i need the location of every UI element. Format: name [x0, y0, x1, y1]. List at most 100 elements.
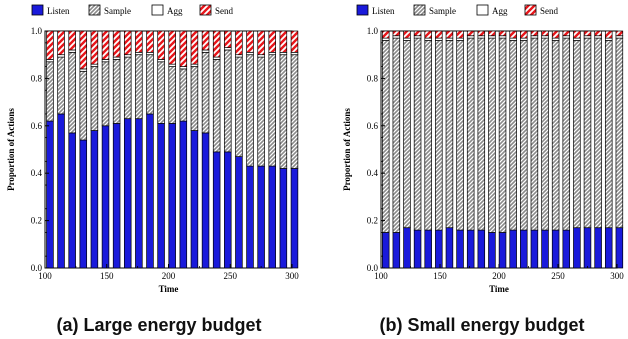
legend-label-sample: Sample	[429, 6, 456, 16]
legend-label-agg: Agg	[492, 6, 508, 16]
bar-listen	[123, 118, 132, 269]
bar-sample	[435, 40, 443, 231]
bar-sample	[112, 59, 121, 124]
bar-agg	[268, 51, 276, 56]
bar-listen	[57, 113, 65, 269]
bar-stack	[477, 30, 486, 269]
bar-agg	[583, 35, 592, 39]
bar-send	[179, 30, 188, 67]
y-tick-label: 0.2	[31, 216, 42, 226]
legend-swatch-listen	[31, 4, 44, 16]
bar-stack	[57, 30, 65, 269]
legend-swatch-sample	[88, 4, 101, 16]
legend-left: Listen Sample Agg Send	[31, 4, 234, 16]
legend-label-sample: Sample	[104, 6, 131, 16]
bar-agg	[509, 37, 517, 41]
bar-listen	[168, 123, 176, 269]
bar-send	[583, 30, 592, 37]
bar-agg	[168, 63, 176, 67]
bar-listen	[190, 130, 199, 269]
bar-sample	[530, 37, 539, 231]
bar-stack	[509, 30, 517, 269]
bar-listen	[392, 232, 401, 269]
bar-stack	[257, 30, 265, 269]
bar-stack	[615, 30, 624, 269]
bar-agg	[466, 35, 475, 39]
x-tick-label: 200	[162, 271, 176, 281]
bar-send	[562, 30, 571, 37]
bar-listen	[79, 139, 88, 269]
legend-right: Listen Sample Agg Send	[356, 4, 559, 16]
bar-sample	[488, 37, 496, 233]
bar-agg	[90, 63, 99, 67]
bar-stack	[112, 30, 121, 269]
bar-listen	[466, 229, 475, 269]
bar-stack	[562, 30, 571, 269]
legend-swatch-listen	[356, 4, 369, 16]
bar-stack	[68, 30, 76, 269]
bar-send	[157, 30, 165, 60]
bar-agg	[381, 37, 390, 41]
bar-agg	[201, 49, 210, 53]
bar-send	[290, 30, 299, 53]
bar-listen	[562, 229, 571, 269]
bar-agg	[456, 37, 464, 41]
y-tick-label: 0.2	[367, 216, 378, 226]
bar-listen	[456, 229, 464, 269]
bar-send	[246, 30, 254, 53]
bar-sample	[157, 61, 165, 124]
bar-listen	[68, 132, 76, 269]
bar-agg	[498, 35, 507, 39]
x-tick-label: 200	[492, 271, 506, 281]
legend-swatch-sample	[413, 4, 426, 16]
bar-send	[235, 30, 243, 56]
bar-listen	[488, 232, 496, 269]
x-tick-label: 100	[38, 271, 52, 281]
legend-label-agg: Agg	[167, 6, 183, 16]
bar-agg	[520, 37, 528, 41]
bar-listen	[594, 227, 602, 269]
bar-stack	[488, 30, 496, 269]
y-tick-label: 0.0	[31, 263, 43, 273]
bar-send	[392, 30, 401, 37]
bar-send	[201, 30, 210, 51]
caption-b: (b) Small energy budget	[379, 315, 584, 335]
bar-send	[57, 30, 65, 56]
bar-sample	[509, 40, 517, 231]
bar-sample	[79, 70, 88, 141]
bar-stack	[583, 30, 592, 269]
y-tick-label: 1.0	[367, 26, 379, 36]
bar-sample	[551, 40, 560, 231]
bar-agg	[541, 35, 549, 39]
bar-stack	[79, 30, 88, 269]
bar-agg	[46, 59, 54, 63]
bar-sample	[520, 40, 528, 231]
bar-sample	[146, 54, 154, 115]
bar-listen	[112, 123, 121, 269]
bar-agg	[392, 35, 401, 39]
bar-listen	[246, 165, 254, 269]
bar-agg	[290, 51, 299, 56]
bar-send	[268, 30, 276, 53]
bar-agg	[413, 35, 422, 39]
bar-send	[257, 30, 265, 56]
bar-sample	[101, 61, 110, 127]
bar-sample	[168, 66, 176, 124]
bar-sample	[604, 40, 613, 229]
bar-listen	[615, 227, 624, 269]
bar-send	[488, 30, 496, 37]
bar-stack	[135, 30, 143, 269]
bar-sample	[498, 37, 507, 233]
bar-stack	[445, 30, 454, 269]
bar-sample	[413, 37, 422, 231]
bar-send	[123, 30, 132, 56]
bar-sample	[68, 51, 76, 134]
bar-agg	[615, 35, 624, 39]
bar-listen	[551, 229, 560, 269]
bar-send	[112, 30, 121, 58]
bar-listen	[445, 227, 454, 269]
x-tick-label: 250	[224, 271, 238, 281]
bar-send	[190, 30, 199, 65]
bar-listen	[290, 168, 299, 269]
bar-agg	[235, 54, 243, 58]
